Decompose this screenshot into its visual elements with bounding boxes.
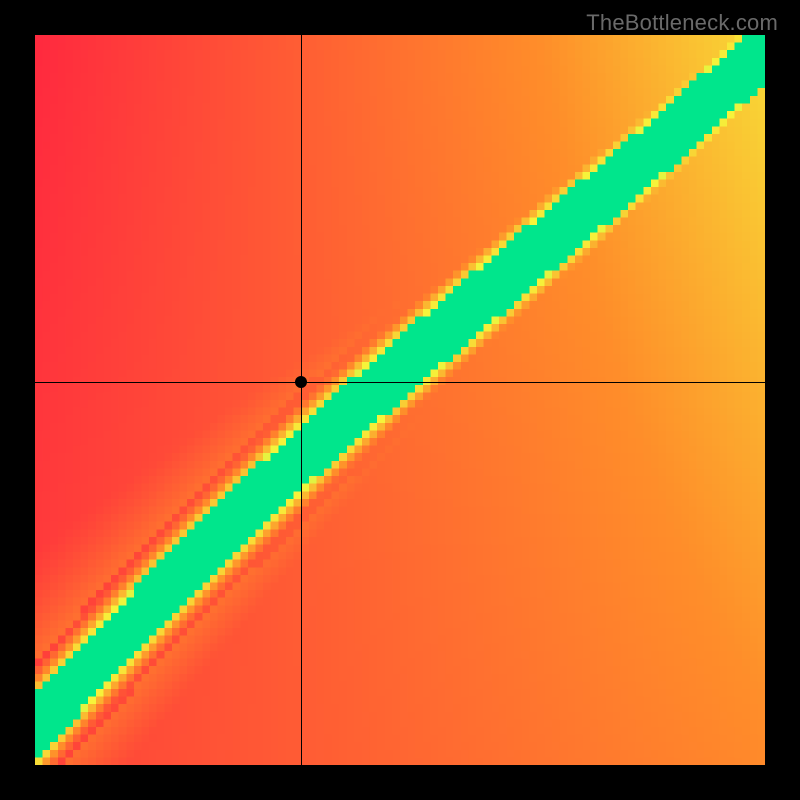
heatmap-plot-area [35,35,765,765]
watermark-text: TheBottleneck.com [586,10,778,36]
crosshair-vertical-line [301,35,302,765]
chart-container: TheBottleneck.com [0,0,800,800]
crosshair-horizontal-line [35,382,765,383]
marker-dot [295,376,307,388]
heatmap-canvas [35,35,765,765]
